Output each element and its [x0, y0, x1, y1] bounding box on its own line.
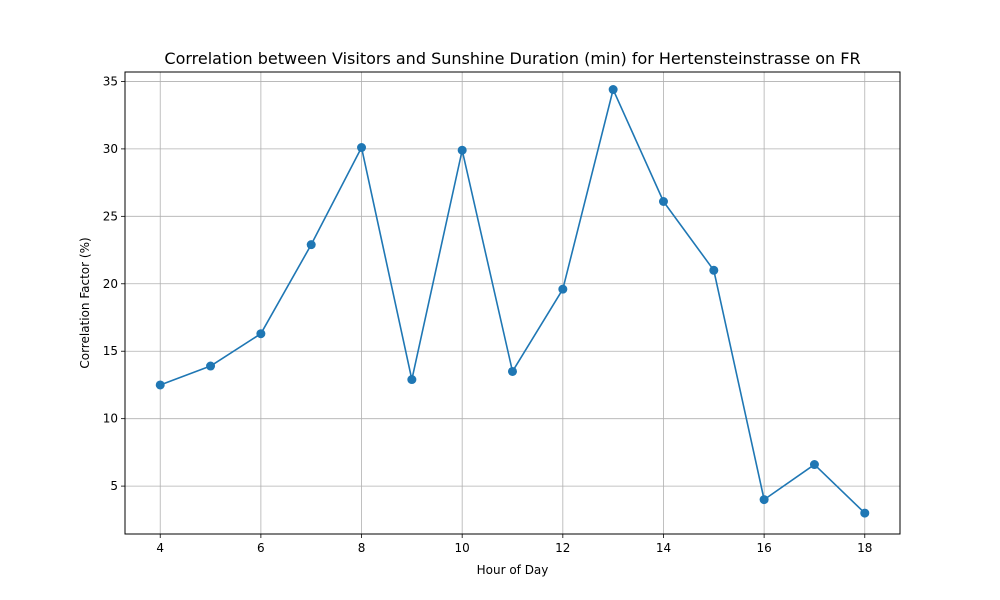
data-point: [658, 196, 668, 206]
chart-title: Correlation between Visitors and Sunshin…: [164, 49, 860, 68]
y-axis-label: Correlation Factor (%): [78, 237, 92, 368]
data-point: [558, 284, 568, 294]
x-tick-label: 6: [257, 541, 265, 555]
plot-area-frame: [124, 71, 901, 535]
x-tick-label: 14: [656, 541, 671, 555]
y-tick-label: 15: [103, 344, 118, 358]
data-point: [206, 361, 216, 371]
data-point: [407, 375, 417, 385]
data-point: [357, 143, 367, 153]
y-tick-label: 25: [103, 209, 118, 223]
x-tick-label: 16: [756, 541, 771, 555]
x-tick-label: 4: [156, 541, 164, 555]
x-tick-label: 10: [455, 541, 470, 555]
data-point: [860, 508, 870, 518]
ticks: 4 6 8 10 12 14 16 18 5 10 15 20 25 30 35: [103, 74, 873, 555]
data-point: [256, 329, 266, 339]
x-axis-label: Hour of Day: [477, 563, 549, 577]
data-point: [608, 85, 618, 95]
y-tick-label: 35: [103, 74, 118, 88]
y-tick-label: 5: [110, 479, 118, 493]
x-tick-label: 8: [358, 541, 366, 555]
series: [155, 85, 870, 518]
data-point: [155, 380, 165, 390]
y-tick-label: 30: [103, 142, 118, 156]
x-tick-label: 18: [857, 541, 872, 555]
data-point: [306, 240, 316, 250]
grid: [125, 72, 900, 534]
data-point: [809, 460, 819, 470]
data-point: [508, 366, 517, 376]
data-point: [457, 145, 467, 155]
y-tick-label: 10: [103, 412, 118, 426]
data-point: [759, 495, 769, 505]
x-tick-label: 12: [555, 541, 570, 555]
data-point: [709, 265, 719, 275]
y-tick-label: 20: [103, 277, 118, 291]
